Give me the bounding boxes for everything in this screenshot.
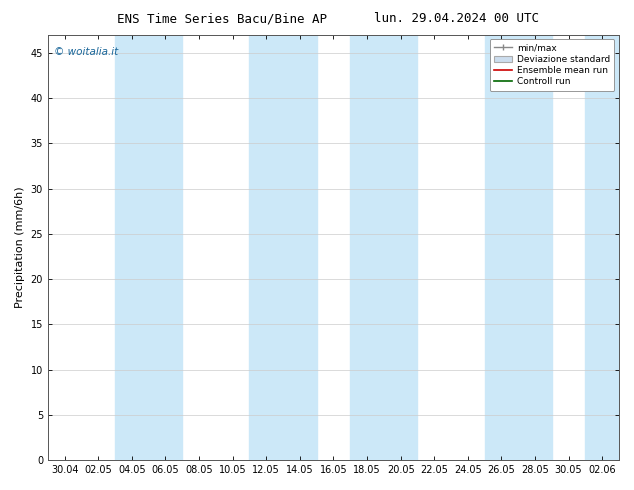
Y-axis label: Precipitation (mm/6h): Precipitation (mm/6h) [15, 187, 25, 308]
Legend: min/max, Deviazione standard, Ensemble mean run, Controll run: min/max, Deviazione standard, Ensemble m… [489, 39, 614, 91]
Text: © woitalia.it: © woitalia.it [54, 48, 118, 57]
Bar [350, 35, 417, 460]
Text: ENS Time Series Bacu/Bine AP: ENS Time Series Bacu/Bine AP [117, 12, 327, 25]
Text: lun. 29.04.2024 00 UTC: lun. 29.04.2024 00 UTC [374, 12, 539, 25]
Bar [115, 35, 183, 460]
Bar [585, 35, 634, 460]
Bar [484, 35, 552, 460]
Bar [249, 35, 316, 460]
